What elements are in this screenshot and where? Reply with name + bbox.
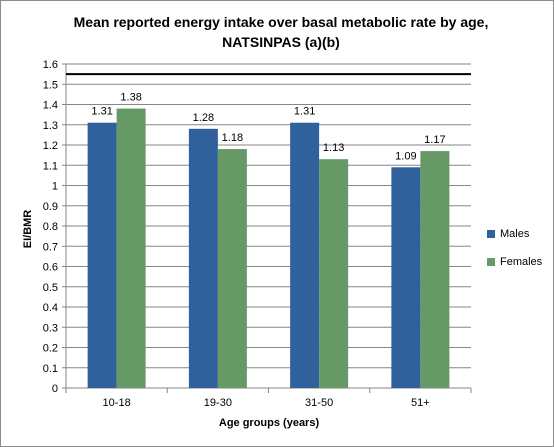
data-label: 1.31	[91, 106, 112, 118]
y-tick-label: 0.4	[43, 302, 58, 314]
y-axis-title: EI/BMR	[22, 210, 34, 249]
y-tick-label: 0.2	[43, 343, 58, 355]
y-tick-label: 1.4	[43, 100, 58, 112]
legend: Males Females	[487, 227, 542, 283]
bar-males-10-18	[87, 122, 117, 388]
legend-label: Males	[500, 228, 530, 240]
data-label: 1.38	[120, 92, 141, 104]
x-axis-title: Age groups (years)	[219, 417, 320, 429]
y-tick-label: 0.3	[43, 322, 58, 334]
bar-males-19-30	[188, 128, 218, 389]
y-tick-label: 0.7	[43, 241, 58, 253]
x-tick-label: 31-50	[305, 397, 333, 409]
y-tick-label: 0.6	[43, 262, 58, 274]
y-tick-label: 1.5	[43, 79, 58, 91]
y-tick-label: 1.2	[43, 140, 58, 152]
y-tick-label: 0.8	[43, 221, 58, 233]
bar-males-51+	[391, 167, 421, 388]
legend-swatch	[487, 258, 495, 266]
bar-females-19-30	[217, 149, 247, 388]
data-labels: 1.31 1.38 1.28 1.18 1.31 1.13 1.09 1.17	[91, 92, 445, 163]
x-tick-label: 19-30	[204, 397, 232, 409]
data-label: 1.09	[395, 150, 416, 162]
data-label: 1.18	[222, 132, 243, 144]
bar-females-51+	[420, 151, 450, 388]
tick-labels: 0 0.1 0.2 0.3 0.4 0.5 0.6 0.7 0.8 0.9 1 1.1 1.2 1.3 1.…	[43, 59, 430, 409]
legend-item-females: Females	[487, 255, 542, 269]
y-tick-label: 0.5	[43, 282, 58, 294]
x-tick-label: 10-18	[103, 397, 131, 409]
data-label: 1.31	[294, 106, 315, 118]
data-label: 1.17	[424, 134, 445, 146]
chart-title: Mean reported energy intake over basal m…	[61, 12, 501, 52]
bar-females-31-50	[319, 159, 349, 388]
x-tick-label: 51+	[411, 397, 430, 409]
y-tick-label: 0.1	[43, 363, 58, 375]
chart-title-line-1: Mean reported energy intake over basal m…	[73, 14, 489, 30]
y-tick-label: 1.6	[43, 59, 58, 71]
y-tick-label: 0	[52, 383, 58, 395]
bar-males-31-50	[290, 122, 320, 388]
bars	[87, 108, 450, 389]
y-tick-label: 1.3	[43, 120, 58, 132]
data-label: 1.13	[323, 142, 344, 154]
legend-item-males: Males	[487, 227, 542, 241]
bar-females-10-18	[116, 108, 146, 389]
chart-title-line-2: NATSINPAS (a)(b)	[222, 34, 340, 50]
data-label: 1.28	[193, 112, 214, 124]
legend-label: Females	[500, 256, 543, 268]
y-tick-label: 1	[52, 181, 58, 193]
legend-swatch	[487, 230, 495, 238]
y-tick-label: 1.1	[43, 160, 58, 172]
y-tick-label: 0.9	[43, 201, 58, 213]
